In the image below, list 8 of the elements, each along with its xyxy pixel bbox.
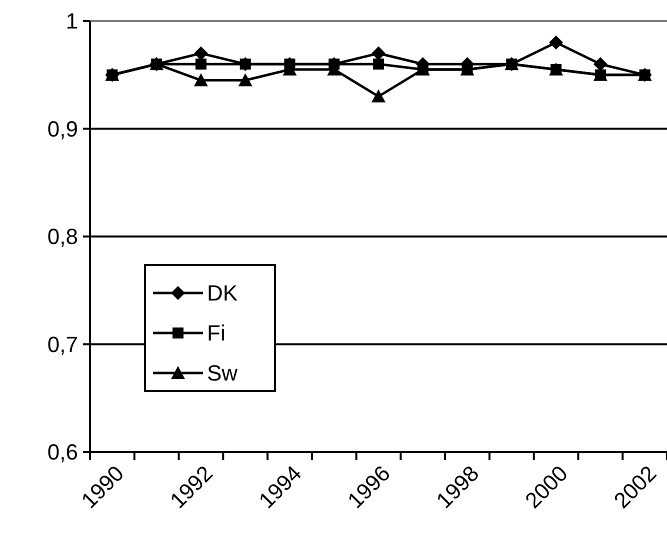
legend-label: DK	[207, 280, 238, 306]
y-tick-label: 1	[66, 8, 78, 34]
y-tick-label: 0,9	[47, 116, 78, 142]
y-tick-label: 0,6	[47, 440, 78, 465]
legend-label: Fi	[207, 320, 226, 346]
y-tick-label: 0,7	[47, 332, 78, 357]
y-tick-label: 0,8	[47, 224, 78, 250]
legend-label: Sw	[207, 360, 238, 386]
